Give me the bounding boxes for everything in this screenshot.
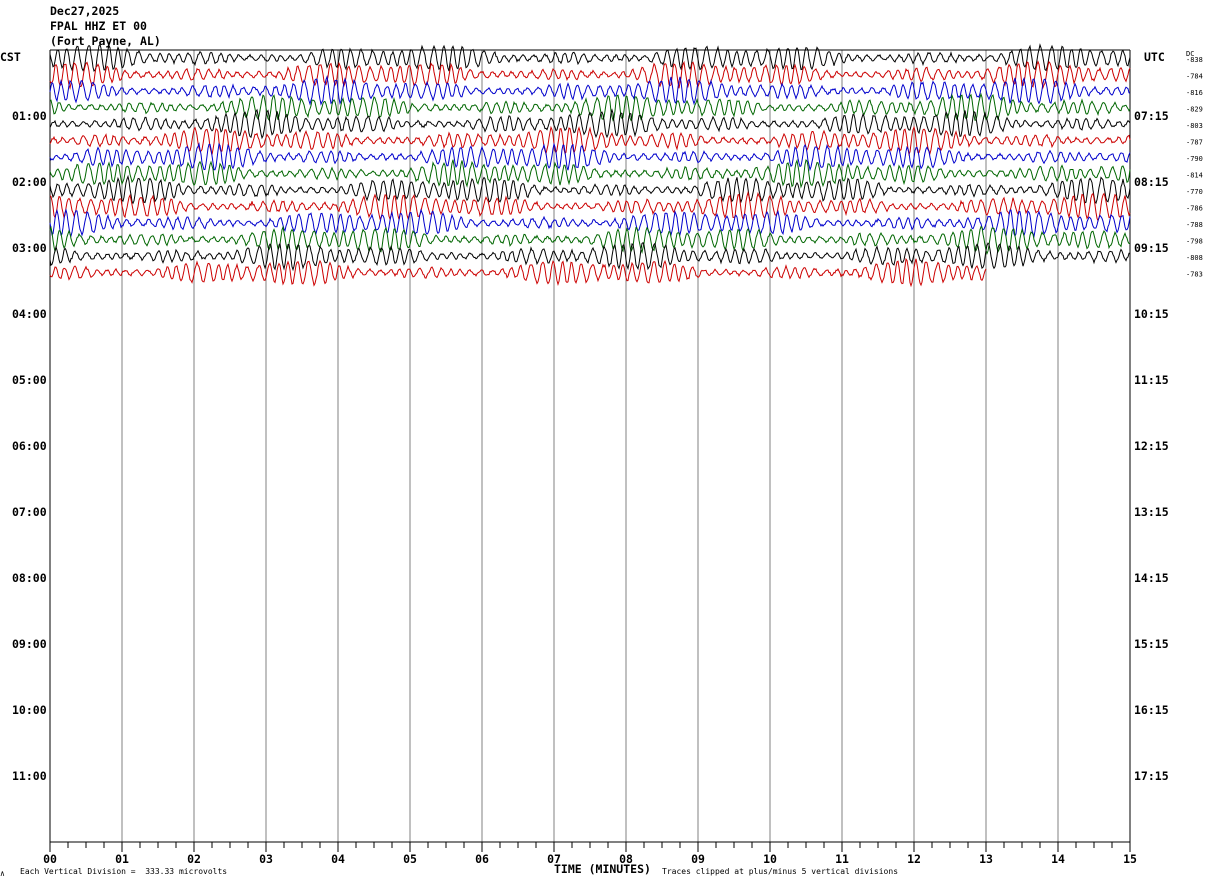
dc-offset-label: -829	[1186, 106, 1203, 114]
dc-offset-label: -816	[1186, 89, 1203, 97]
seismic-trace-13	[49, 241, 1130, 272]
utc-hour-label: 15:15	[1134, 637, 1169, 651]
x-tick-label: 14	[1051, 852, 1065, 866]
dc-header: DC	[1186, 50, 1194, 58]
x-tick-label: 02	[187, 852, 201, 866]
utc-hour-label: 08:15	[1134, 175, 1169, 189]
utc-hour-label: 14:15	[1134, 571, 1169, 585]
x-tick-label: 06	[475, 852, 489, 866]
cst-hour-label: 01:00	[12, 109, 47, 123]
cst-hour-label: 05:00	[12, 373, 47, 387]
dc-offset-label: -803	[1186, 122, 1203, 130]
station-code: FPAL HHZ ET 00	[50, 19, 147, 33]
seismic-trace-8	[49, 158, 1131, 189]
seismic-trace-4	[49, 92, 1131, 122]
x-tick-label: 15	[1123, 852, 1137, 866]
x-tick-label: 09	[691, 852, 705, 866]
cst-hour-label: 08:00	[12, 571, 47, 585]
cst-hour-label: 10:00	[12, 703, 47, 717]
x-tick-label: 01	[115, 852, 129, 866]
utc-hour-label: 12:15	[1134, 439, 1169, 453]
utc-hour-label: 10:15	[1134, 307, 1169, 321]
utc-hour-label: 07:15	[1134, 109, 1169, 123]
x-tick-label: 03	[259, 852, 273, 866]
seismic-trace-14	[49, 257, 987, 288]
cst-axis-title: CST	[0, 50, 21, 64]
axis-labels: 01:00 02:00 03:00 04:00 05:00 06:00 07:00 08:00…	[12, 50, 1203, 783]
seismic-trace-1	[49, 43, 1131, 72]
x-axis-title: TIME (MINUTES)	[554, 862, 651, 876]
cst-hour-label: 09:00	[12, 637, 47, 651]
clip-note: Traces clipped at plus/minus 5 vertical …	[662, 867, 899, 876]
x-tick-label: 08	[619, 852, 633, 866]
seismic-trace-11	[49, 208, 1131, 238]
plot-date: Dec27,2025	[50, 4, 120, 18]
seismic-trace-12	[49, 225, 1130, 255]
x-tick-label: 10	[763, 852, 777, 866]
dc-offset-label: -784	[1186, 73, 1203, 81]
dc-offset-label: -783	[1186, 271, 1203, 279]
dc-offset-label: -790	[1186, 155, 1203, 163]
x-tick-label: 05	[403, 852, 417, 866]
utc-hour-label: 16:15	[1134, 703, 1169, 717]
dc-offset-label: -770	[1186, 188, 1203, 196]
x-tick-label: 04	[331, 852, 345, 866]
dc-offset-label: -798	[1186, 238, 1203, 246]
dc-offset-label: -838	[1186, 56, 1203, 64]
seismic-trace-9	[49, 174, 1131, 205]
minute-gridlines	[49, 49, 1131, 842]
dc-offset-label: -788	[1186, 221, 1203, 229]
utc-hour-label: 11:15	[1134, 373, 1169, 387]
x-tick-label: 11	[835, 852, 849, 866]
utc-axis-title: UTC	[1144, 50, 1165, 64]
dc-offset-label: -814	[1186, 172, 1203, 180]
utc-hour-label: 09:15	[1134, 241, 1169, 255]
seismic-trace-10	[49, 190, 1131, 223]
dc-offset-label: -786	[1186, 205, 1203, 213]
station-location: (Fort Payne, AL)	[50, 34, 161, 48]
cst-hour-label: 06:00	[12, 439, 47, 453]
cst-hour-label: 11:00	[12, 769, 47, 783]
cst-hour-label: 03:00	[12, 241, 47, 255]
x-tick-label: 13	[979, 852, 993, 866]
seismic-trace-5	[49, 108, 1131, 140]
utc-hour-label: 17:15	[1134, 769, 1169, 783]
division-note: Each Vertical Division = 333.33 microvol…	[20, 867, 228, 876]
cst-hour-label: 07:00	[12, 505, 47, 519]
seismic-trace-3	[49, 75, 1131, 106]
corner-mark: ∧	[0, 869, 5, 878]
x-tick-label: 07	[547, 852, 561, 866]
seismic-trace-7	[49, 142, 1131, 172]
cst-hour-label: 02:00	[12, 175, 47, 189]
time-axis: 00 01 02 03 04 05 06 07 08 09 10 11 12 13 14 15	[43, 841, 1137, 866]
dc-offset-label: -787	[1186, 139, 1203, 147]
cst-hour-label: 04:00	[12, 307, 47, 321]
x-tick-label: 00	[43, 852, 57, 866]
seismic-traces	[49, 43, 1131, 288]
utc-hour-label: 13:15	[1134, 505, 1169, 519]
seismic-trace-2	[49, 60, 1131, 90]
dc-offset-label: -808	[1186, 254, 1203, 262]
x-tick-label: 12	[907, 852, 921, 866]
